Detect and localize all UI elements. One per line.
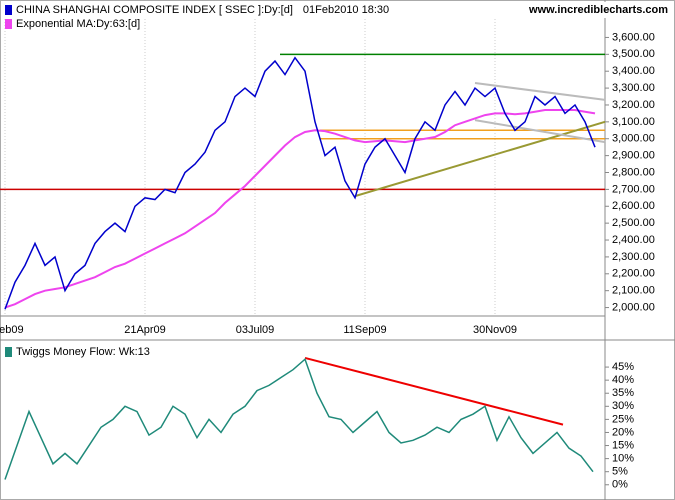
y-tick-label: 3,200.00 — [612, 99, 655, 111]
watermark-bg — [515, 2, 670, 18]
y-tick-label: 35% — [612, 387, 634, 399]
legend-swatch — [5, 347, 12, 357]
legend-label: CHINA SHANGHAI COMPOSITE INDEX [ SSEC ]:… — [16, 4, 293, 16]
y-tick-label: 5% — [612, 466, 628, 478]
x-tick-label: 21Apr09 — [124, 324, 166, 336]
y-tick-label: 2,900.00 — [612, 150, 655, 162]
legend-swatch — [5, 19, 12, 29]
y-tick-label: 3,500.00 — [612, 48, 655, 60]
legend-swatch — [5, 5, 12, 15]
y-tick-label: 3,000.00 — [612, 133, 655, 145]
y-tick-label: 2,000.00 — [612, 301, 655, 313]
series-line — [4, 357, 594, 480]
y-tick-label: 3,300.00 — [612, 82, 655, 94]
x-tick-label: 9Feb09 — [0, 324, 24, 336]
trend-line — [474, 119, 606, 144]
y-tick-label: 3,100.00 — [612, 116, 655, 128]
y-tick-label: 2,300.00 — [612, 251, 655, 263]
y-tick-label: 45% — [612, 361, 634, 373]
y-tick-label: 2,700.00 — [612, 183, 655, 195]
chart-title: 01Feb2010 18:30 — [303, 4, 389, 16]
y-tick-label: 2,400.00 — [612, 234, 655, 246]
trend-line — [474, 82, 606, 101]
series-line — [4, 109, 596, 309]
y-tick-label: 3,400.00 — [612, 65, 655, 77]
x-tick-label: 30Nov09 — [473, 324, 517, 336]
y-tick-label: 0% — [612, 479, 628, 491]
y-tick-label: 15% — [612, 439, 634, 451]
y-tick-label: 2,200.00 — [612, 268, 655, 280]
y-tick-label: 3,600.00 — [612, 31, 655, 43]
x-tick-label: 03Jul09 — [236, 324, 275, 336]
y-tick-label: 2,600.00 — [612, 200, 655, 212]
y-tick-label: 2,100.00 — [612, 285, 655, 297]
y-tick-label: 40% — [612, 374, 634, 386]
y-tick-label: 25% — [612, 413, 634, 425]
trend-line — [304, 356, 564, 426]
y-tick-label: 2,500.00 — [612, 217, 655, 229]
legend-label: Twiggs Money Flow: Wk:13 — [16, 346, 150, 358]
legend-label: Exponential MA:Dy:63:[d] — [16, 18, 140, 30]
x-tick-label: 11Sep09 — [343, 324, 386, 336]
y-tick-label: 30% — [612, 400, 634, 412]
watermark: www.incrediblecharts.com — [528, 4, 668, 16]
y-tick-label: 2,800.00 — [612, 166, 655, 178]
series-line — [4, 56, 596, 310]
y-tick-label: 20% — [612, 426, 634, 438]
y-tick-label: 10% — [612, 453, 634, 465]
